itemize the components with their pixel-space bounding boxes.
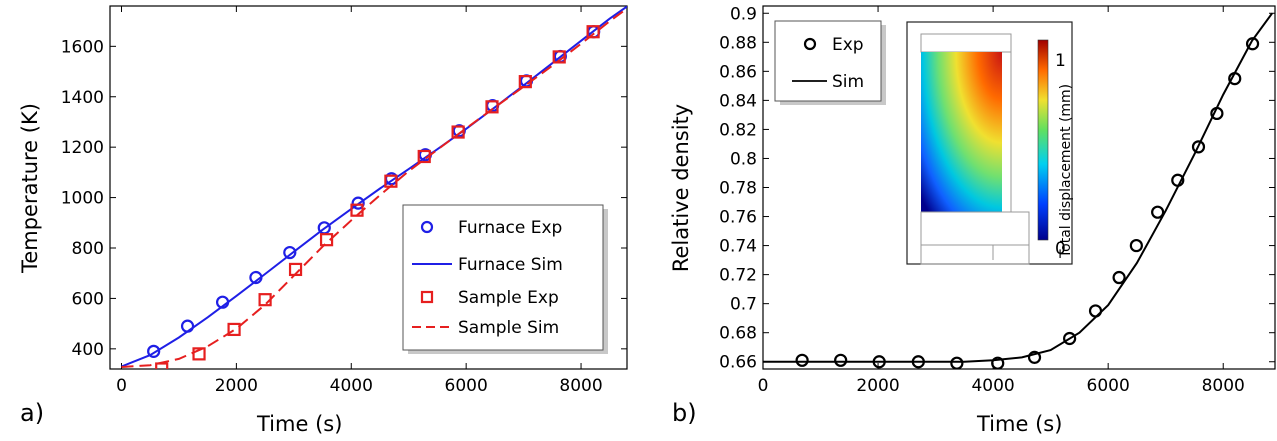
x-axis-label-b: Time (s) [976,412,1062,436]
y-tick-label: 0.74 [719,237,757,257]
y-tick-label: 1000 [61,189,104,209]
y-tick-label: 0.86 [719,62,757,82]
legend-label-sample-exp: Sample Exp [458,288,559,308]
y-axis-b: 0.66 0.68 0.7 0.72 0.74 0.76 0.78 0.8 0.82 0.84 0.… [719,4,1275,373]
data-point-sample-exp [451,125,465,139]
series-line-sim [763,12,1273,363]
x-axis-b: 0 2000 4000 6000 8000 [758,6,1245,396]
colorbar-tick-max: 1 [1055,51,1066,71]
colorbar-label: Total displacement (mm) [1058,84,1074,259]
x-tick-label: 2000 [856,376,899,396]
displacement-field [921,52,1002,212]
colorbar [1037,39,1049,241]
data-point-sample-exp [192,347,206,361]
y-tick-label: 0.78 [719,179,757,199]
data-point-exp [991,356,1005,369]
data-point-furnace-exp [351,196,365,210]
x-tick-label: 4000 [330,376,373,396]
inset-displacement-plot: 1 0 Total displacement (mm) [906,21,1074,265]
colorbar-tick-min: 0 [1055,239,1066,259]
y-tick-label: 600 [72,289,104,309]
y-tick-label: 0.8 [730,149,757,169]
y-axis-label-a: Temperature (K) [18,103,42,274]
x-tick-label: 2000 [215,376,258,396]
panel-label-a: a) [20,399,44,427]
x-tick-label: 8000 [1202,376,1245,396]
series-group-a [121,6,627,369]
y-tick-label: 0.9 [730,4,757,24]
x-axis-a: 0 2000 4000 6000 8000 [116,6,603,396]
legend-marker-sample-exp [420,290,434,304]
y-tick-label: 0.76 [719,208,757,228]
x-tick-label: 8000 [559,376,602,396]
chart-panel-b: 0.66 0.68 0.7 0.72 0.74 0.76 0.78 0.8 0.82 0.84 0.… [669,4,1276,436]
y-tick-label: 0.72 [719,266,757,286]
legend-label-sim: Sim [832,72,864,92]
data-point-exp [834,353,848,367]
panel-label-b: b) [672,399,697,427]
data-point-sample-exp [227,322,241,337]
x-tick-label: 4000 [971,376,1014,396]
data-point-exp [1191,140,1206,154]
y-tick-label: 0.82 [719,120,757,140]
y-tick-label: 1400 [61,88,104,108]
data-point-sample-exp [586,25,600,39]
y-tick-label: 800 [72,239,104,259]
data-point-exp [1245,37,1260,51]
legend-label-sample-sim: Sample Sim [458,318,559,338]
y-axis-label-b: Relative density [669,104,693,272]
legend-a: Furnace Exp Furnace Sim Sample Exp Sampl… [402,204,608,354]
y-tick-label: 400 [72,340,104,360]
data-point-sample-exp [319,233,334,247]
x-axis-label-a: Time (s) [256,412,342,436]
chart-panel-a: 400 600 800 1000 1200 1400 1600 0 2000 4000 6000 8… [18,5,628,436]
legend-label-exp: Exp [832,35,864,55]
y-tick-label: 0.7 [730,295,757,315]
legend-label-furnace-exp: Furnace Exp [458,218,562,238]
data-point-exp [1063,331,1077,346]
legend-b: Exp Sim [774,20,886,105]
legend-marker-furnace-exp [420,220,434,234]
data-point-furnace-exp [283,245,297,260]
y-tick-label: 0.84 [719,91,757,111]
y-tick-label: 0.66 [719,353,757,373]
series-group-b [763,12,1273,369]
legend-marker-exp [803,37,817,51]
series-line-furnace-sim [121,6,627,368]
y-tick-label: 0.88 [719,33,757,53]
data-point-exp [1129,238,1143,253]
data-point-exp [1151,205,1165,219]
y-axis-a: 400 600 800 1000 1200 1400 1600 [61,37,627,360]
x-tick-label: 6000 [445,376,488,396]
data-point-exp [1027,350,1042,364]
data-point-exp [1112,270,1126,285]
data-point-exp [795,353,809,367]
legend-label-furnace-sim: Furnace Sim [458,255,563,275]
data-point-furnace-exp [147,344,161,358]
x-tick-label: 0 [758,376,769,396]
y-tick-label: 0.68 [719,324,757,344]
y-tick-label: 1600 [61,37,104,57]
x-tick-label: 0 [116,376,127,396]
data-point-sample-exp [485,100,499,114]
x-tick-label: 6000 [1087,376,1130,396]
data-point-exp [950,356,964,369]
y-tick-label: 1200 [61,138,104,158]
